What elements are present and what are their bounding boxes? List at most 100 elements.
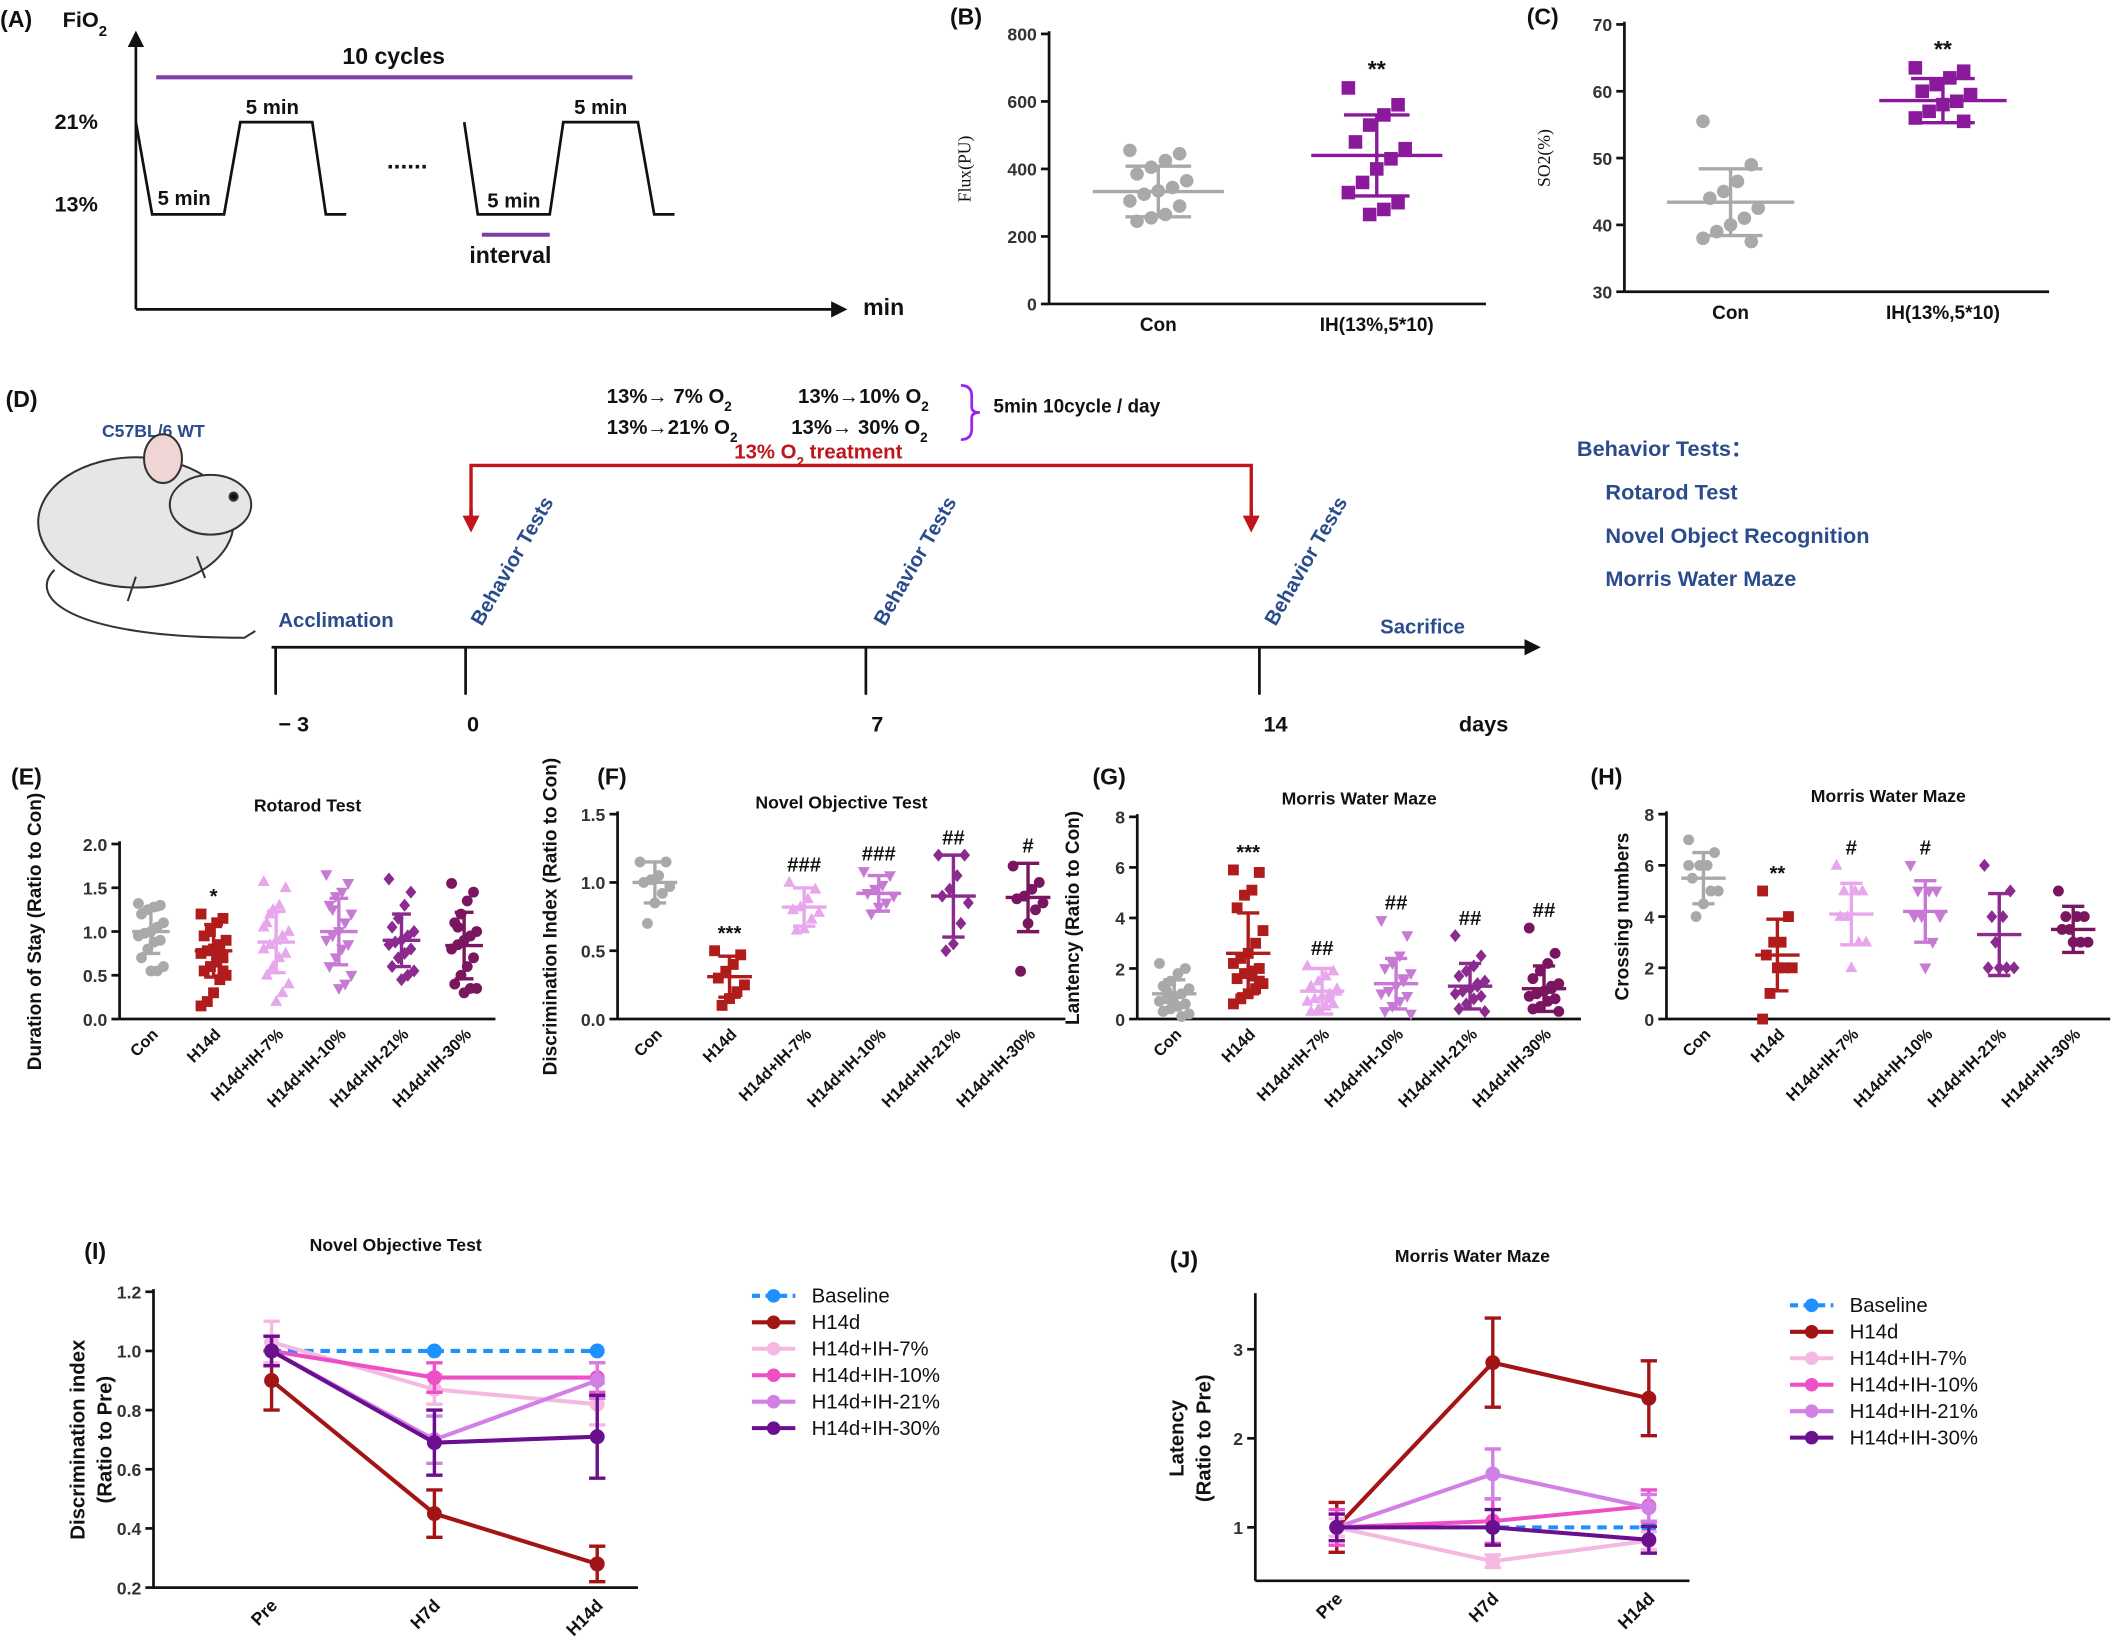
point — [1468, 959, 1480, 973]
point — [955, 916, 967, 930]
point — [426, 1370, 442, 1386]
x-tick-label: H14d — [1218, 1025, 1259, 1066]
point — [1986, 910, 1998, 924]
point — [198, 965, 210, 977]
condition: 13%→21% O2 — [607, 417, 738, 445]
point — [217, 952, 229, 964]
legend-marker — [766, 1315, 781, 1330]
annotation: ** — [1934, 36, 1952, 62]
point — [1250, 983, 1262, 995]
point — [1007, 860, 1019, 872]
y-tick-label: 0.2 — [117, 1578, 142, 1598]
point — [1457, 984, 1469, 998]
annotation: # — [1920, 838, 1931, 860]
test-label: Behavior Tests — [1261, 493, 1352, 629]
y-axis-label: Discrimination Index (Ratio to Con) — [541, 758, 562, 1075]
panel-d: (D) C57BL/6 WT 13%→ 7% O2 13%→10% O2 13%… — [6, 384, 1869, 736]
duration: 5 min — [246, 97, 299, 119]
point — [1690, 911, 1702, 923]
condition-text: 13%→21% O — [607, 417, 730, 439]
point — [1775, 936, 1787, 948]
panel-a: (A) FiO2 10 cycles 21% 13% 5 min 5 min 5… — [0, 6, 904, 320]
legend-label: Baseline — [812, 1286, 890, 1308]
point — [1523, 922, 1535, 934]
point — [264, 1343, 280, 1359]
test-label: Behavior Tests — [467, 493, 558, 629]
point — [1375, 916, 1388, 927]
point — [1158, 153, 1173, 168]
point — [2001, 961, 2013, 975]
point — [1401, 931, 1414, 943]
point — [468, 952, 479, 964]
point — [195, 947, 207, 959]
y-axis-label: Latency — [1166, 1399, 1188, 1477]
wave — [134, 120, 347, 216]
point — [399, 898, 411, 912]
point — [208, 987, 219, 999]
point — [468, 886, 479, 898]
annotation: ### — [787, 855, 821, 877]
y-tick-label: 0.5 — [83, 966, 108, 986]
point — [1239, 889, 1250, 901]
test-label: Behavior Tests — [870, 493, 961, 629]
point — [449, 978, 461, 990]
legend-marker — [766, 1289, 781, 1303]
point — [132, 898, 144, 909]
point — [1997, 910, 2009, 924]
point — [1172, 199, 1187, 213]
x-tick-label: H14d+IH-30% — [953, 1025, 1039, 1111]
y-tick-label: 400 — [1007, 160, 1037, 180]
acclimation: Acclimation — [278, 610, 393, 632]
days-unit: days — [1459, 711, 1508, 736]
point — [1553, 1006, 1565, 1017]
point — [1979, 858, 1990, 872]
y-axis-label: (Ratio to Pre) — [94, 1376, 116, 1504]
point — [1037, 897, 1049, 909]
point — [1982, 961, 1994, 975]
legend-label: H14d+IH-10% — [1850, 1375, 1978, 1397]
x-tick-label: IH(13%,5*10) — [1886, 303, 2000, 324]
bracket — [960, 384, 980, 441]
level: 21% — [54, 109, 97, 134]
condition-sub: 2 — [921, 399, 929, 414]
point — [1355, 175, 1370, 190]
point — [1377, 202, 1391, 217]
point — [1227, 998, 1239, 1010]
legend-label: H14d+IH-21% — [1850, 1401, 1978, 1423]
point — [589, 1429, 605, 1445]
sacrifice: Sacrifice — [1380, 617, 1465, 639]
y-tick-label: 50 — [1593, 149, 1613, 169]
point — [339, 979, 352, 991]
point — [217, 912, 229, 924]
point — [1460, 964, 1472, 978]
point — [1397, 974, 1410, 986]
point — [195, 908, 207, 920]
point — [1730, 174, 1745, 189]
point — [1908, 61, 1923, 75]
test: Novel Object Recognition — [1605, 523, 1869, 548]
point — [426, 1506, 442, 1522]
point — [336, 887, 348, 899]
point — [396, 973, 407, 987]
y-tick-label: 0.0 — [83, 1010, 108, 1030]
x-tick-label: Pre — [247, 1595, 281, 1629]
panel-label: (H) — [1590, 763, 1622, 789]
y-tick-label: 600 — [1007, 92, 1037, 112]
point — [783, 875, 796, 887]
point — [1783, 911, 1794, 923]
point — [1341, 81, 1356, 95]
y-tick-label: 1.0 — [83, 922, 108, 942]
point — [1929, 77, 1943, 92]
point — [276, 986, 289, 998]
point — [214, 974, 226, 986]
y-axis-label: Duration of Stay (Ratio to Con) — [25, 793, 46, 1070]
point — [1379, 964, 1391, 976]
day: − 3 — [278, 711, 309, 736]
point — [1308, 992, 1321, 1004]
legend-label: H14d+IH-10% — [812, 1365, 940, 1387]
point — [1683, 859, 1695, 871]
condition-sub: 2 — [920, 430, 928, 445]
x-tick-label: Con — [1679, 1025, 1714, 1060]
schedule: 5min 10cycle / day — [993, 397, 1160, 418]
